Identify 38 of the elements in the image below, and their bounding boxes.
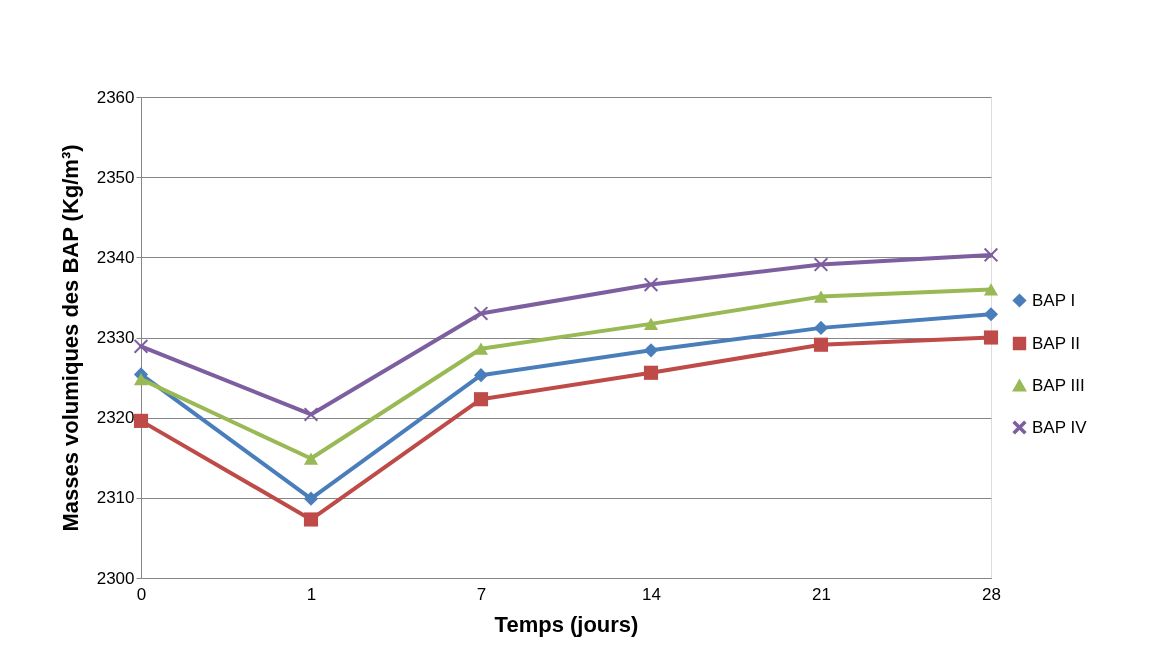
y-tick-label: 2320 (96, 408, 135, 428)
y-tick-label: 2340 (96, 247, 135, 267)
point (813, 290, 829, 303)
y-tick-label: 2350 (96, 167, 135, 187)
point (473, 392, 489, 407)
point (643, 317, 659, 330)
y-tick-label: 2330 (96, 328, 135, 347)
point (133, 373, 149, 386)
point (473, 368, 489, 383)
point (643, 365, 659, 380)
point (473, 342, 489, 355)
point (983, 283, 999, 296)
point (983, 247, 999, 262)
point (983, 307, 999, 322)
point (643, 343, 659, 358)
point (813, 337, 829, 352)
y-tick-label: 2300 (96, 568, 135, 588)
x-tick-label: 21 (812, 584, 831, 604)
x-tick-label: 28 (982, 584, 1001, 604)
legend-label: BAP III (1032, 375, 1085, 395)
point (303, 491, 319, 506)
x-tick-label: 14 (642, 584, 661, 604)
point (983, 330, 999, 345)
point (133, 413, 149, 428)
point (303, 512, 319, 527)
y-tick-label: 2360 (96, 87, 135, 107)
y-tick-label: 2310 (96, 488, 135, 508)
point (813, 320, 829, 335)
x-axis-title: Temps (jours) (494, 611, 639, 637)
point (133, 339, 149, 354)
legend-label: BAP I (1032, 290, 1076, 310)
point (303, 452, 319, 465)
legend-label: BAP IV (1032, 417, 1088, 437)
x-tick-label: 1 (306, 584, 317, 604)
x-tick-label: 7 (476, 584, 487, 604)
x-tick-label: 0 (136, 584, 147, 604)
legend-label: BAP II (1032, 333, 1080, 353)
y-axis-title: Masses volumiques des BAP (Kg/m³) (57, 144, 83, 532)
